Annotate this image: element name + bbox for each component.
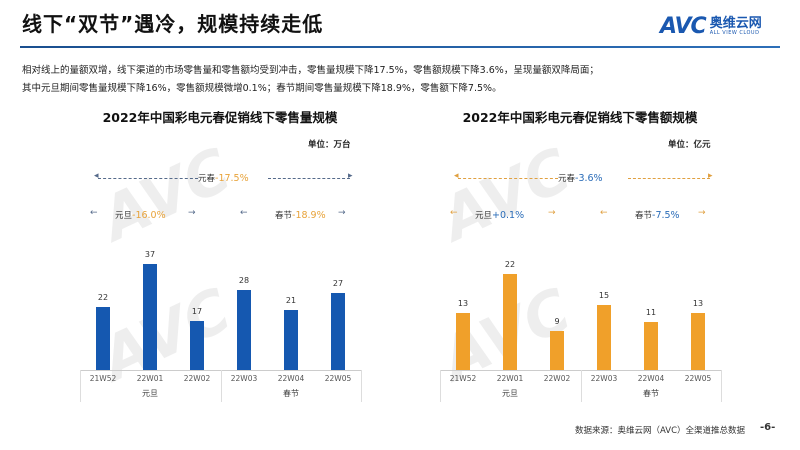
data-label: 27 xyxy=(332,278,344,288)
group-label: 元旦 xyxy=(502,389,518,398)
dashed-arrow-left xyxy=(98,178,198,179)
category-label: 22W03 xyxy=(590,374,618,383)
page-title: 线下“双节”遇冷，规模持续走低 xyxy=(22,12,324,36)
logo-cn: 奥维云网 xyxy=(709,16,762,31)
data-label: 9 xyxy=(554,316,560,326)
total-label: 元春 xyxy=(198,174,216,184)
summary-line-1: 相对线上的量额双增，线下渠道的市场零售量和零售额均受到冲击，零售量规模下降17.… xyxy=(22,65,599,76)
data-label: 11 xyxy=(645,308,657,318)
arrow-left-icon: ← xyxy=(600,208,608,218)
watermark: AVC xyxy=(91,135,242,255)
arrow-left-icon: ← xyxy=(240,208,248,218)
group-change: -7.5% xyxy=(652,210,680,221)
watermark: AVC xyxy=(431,135,582,255)
bar xyxy=(96,306,110,370)
unit-label: 单位：亿元 xyxy=(668,140,711,150)
group-separator xyxy=(361,370,362,402)
bar xyxy=(503,274,517,370)
category-label: 22W01 xyxy=(136,374,164,383)
arrow-right-icon: → xyxy=(548,208,556,218)
bar xyxy=(331,292,345,370)
logo-en: ALL VIEW CLOUD xyxy=(709,30,760,36)
bar xyxy=(550,330,564,370)
category-label: 22W01 xyxy=(496,374,524,383)
group-change: +0.1% xyxy=(492,210,525,221)
logo-text: AVC xyxy=(660,14,707,39)
group-change: -18.9% xyxy=(292,210,326,221)
data-label: 13 xyxy=(457,299,469,309)
group-separator xyxy=(80,370,81,402)
category-label: 22W05 xyxy=(684,374,712,383)
bar xyxy=(691,313,705,370)
bar xyxy=(237,289,251,370)
group-label: 春节 xyxy=(643,389,659,398)
arrow-right-icon: → xyxy=(338,208,346,218)
category-label: 21W52 xyxy=(89,374,117,383)
header-divider xyxy=(20,46,780,48)
group-label: 春节 xyxy=(275,211,293,221)
data-label: 15 xyxy=(598,290,610,300)
bar xyxy=(456,313,470,370)
total-annotation: 元春-17.5% xyxy=(198,172,249,184)
category-label: 22W03 xyxy=(230,374,258,383)
group-separator xyxy=(581,370,582,402)
group-separator xyxy=(440,370,441,402)
bar xyxy=(143,263,157,370)
data-label: 21 xyxy=(285,295,297,305)
group-label: 春节 xyxy=(635,211,653,221)
group-separator xyxy=(221,370,222,402)
arrow-right-icon: ▸ xyxy=(348,171,353,181)
bar xyxy=(190,321,204,370)
data-label: 22 xyxy=(97,292,109,302)
group-label: 元旦 xyxy=(142,389,158,398)
bar xyxy=(597,304,611,370)
data-label: 17 xyxy=(191,307,203,317)
total-change: -3.6% xyxy=(575,173,603,184)
category-label: 22W04 xyxy=(277,374,305,383)
group-label: 元旦 xyxy=(475,211,493,221)
total-change: -17.5% xyxy=(215,173,249,184)
summary-line-2: 其中元旦期间零售量规模下降16%，零售额规模微增0.1%；春节期间零售量规模下降… xyxy=(22,83,502,94)
category-label: 22W02 xyxy=(543,374,571,383)
chart-title: 2022年中国彩电元春促销线下零售量规模 xyxy=(102,110,338,125)
chart-title: 2022年中国彩电元春促销线下零售额规模 xyxy=(462,110,698,125)
arrow-right-icon: ▸ xyxy=(708,171,713,181)
arrow-left-icon: ◂ xyxy=(94,171,99,181)
category-label: 22W02 xyxy=(183,374,211,383)
x-axis xyxy=(80,370,361,371)
data-label: 37 xyxy=(144,249,156,259)
group-separator xyxy=(721,370,722,402)
page-number: -6- xyxy=(760,422,776,433)
category-label: 22W04 xyxy=(637,374,665,383)
data-label: 13 xyxy=(692,299,704,309)
group-annotation: 春节-18.9% xyxy=(275,209,326,221)
group-label: 元旦 xyxy=(115,211,133,221)
total-annotation: 元春-3.6% xyxy=(558,172,603,184)
dashed-arrow-right xyxy=(268,178,350,179)
bar xyxy=(284,309,298,370)
avc-logo: AVC 奥维云网 ALL VIEW CLOUD xyxy=(660,14,762,39)
data-label: 28 xyxy=(238,275,250,285)
group-change: -16.0% xyxy=(132,210,166,221)
group-annotation: 春节-7.5% xyxy=(635,209,680,221)
group-label: 春节 xyxy=(283,389,299,398)
bar xyxy=(644,322,658,370)
arrow-left-icon: ← xyxy=(90,208,98,218)
group-annotation: 元旦+0.1% xyxy=(475,209,524,221)
arrow-left-icon: ← xyxy=(450,208,458,218)
x-axis xyxy=(440,370,721,371)
arrow-right-icon: → xyxy=(188,208,196,218)
total-label: 元春 xyxy=(558,174,576,184)
dashed-arrow-right xyxy=(628,178,710,179)
unit-label: 单位：万台 xyxy=(308,140,351,150)
arrow-right-icon: → xyxy=(698,208,706,218)
data-source: 数据来源：奥维云网（AVC）全渠道推总数据 xyxy=(575,426,746,436)
category-label: 22W05 xyxy=(324,374,352,383)
arrow-left-icon: ◂ xyxy=(454,171,459,181)
group-annotation: 元旦-16.0% xyxy=(115,209,166,221)
dashed-arrow-left xyxy=(458,178,558,179)
category-label: 21W52 xyxy=(449,374,477,383)
data-label: 22 xyxy=(504,260,516,270)
